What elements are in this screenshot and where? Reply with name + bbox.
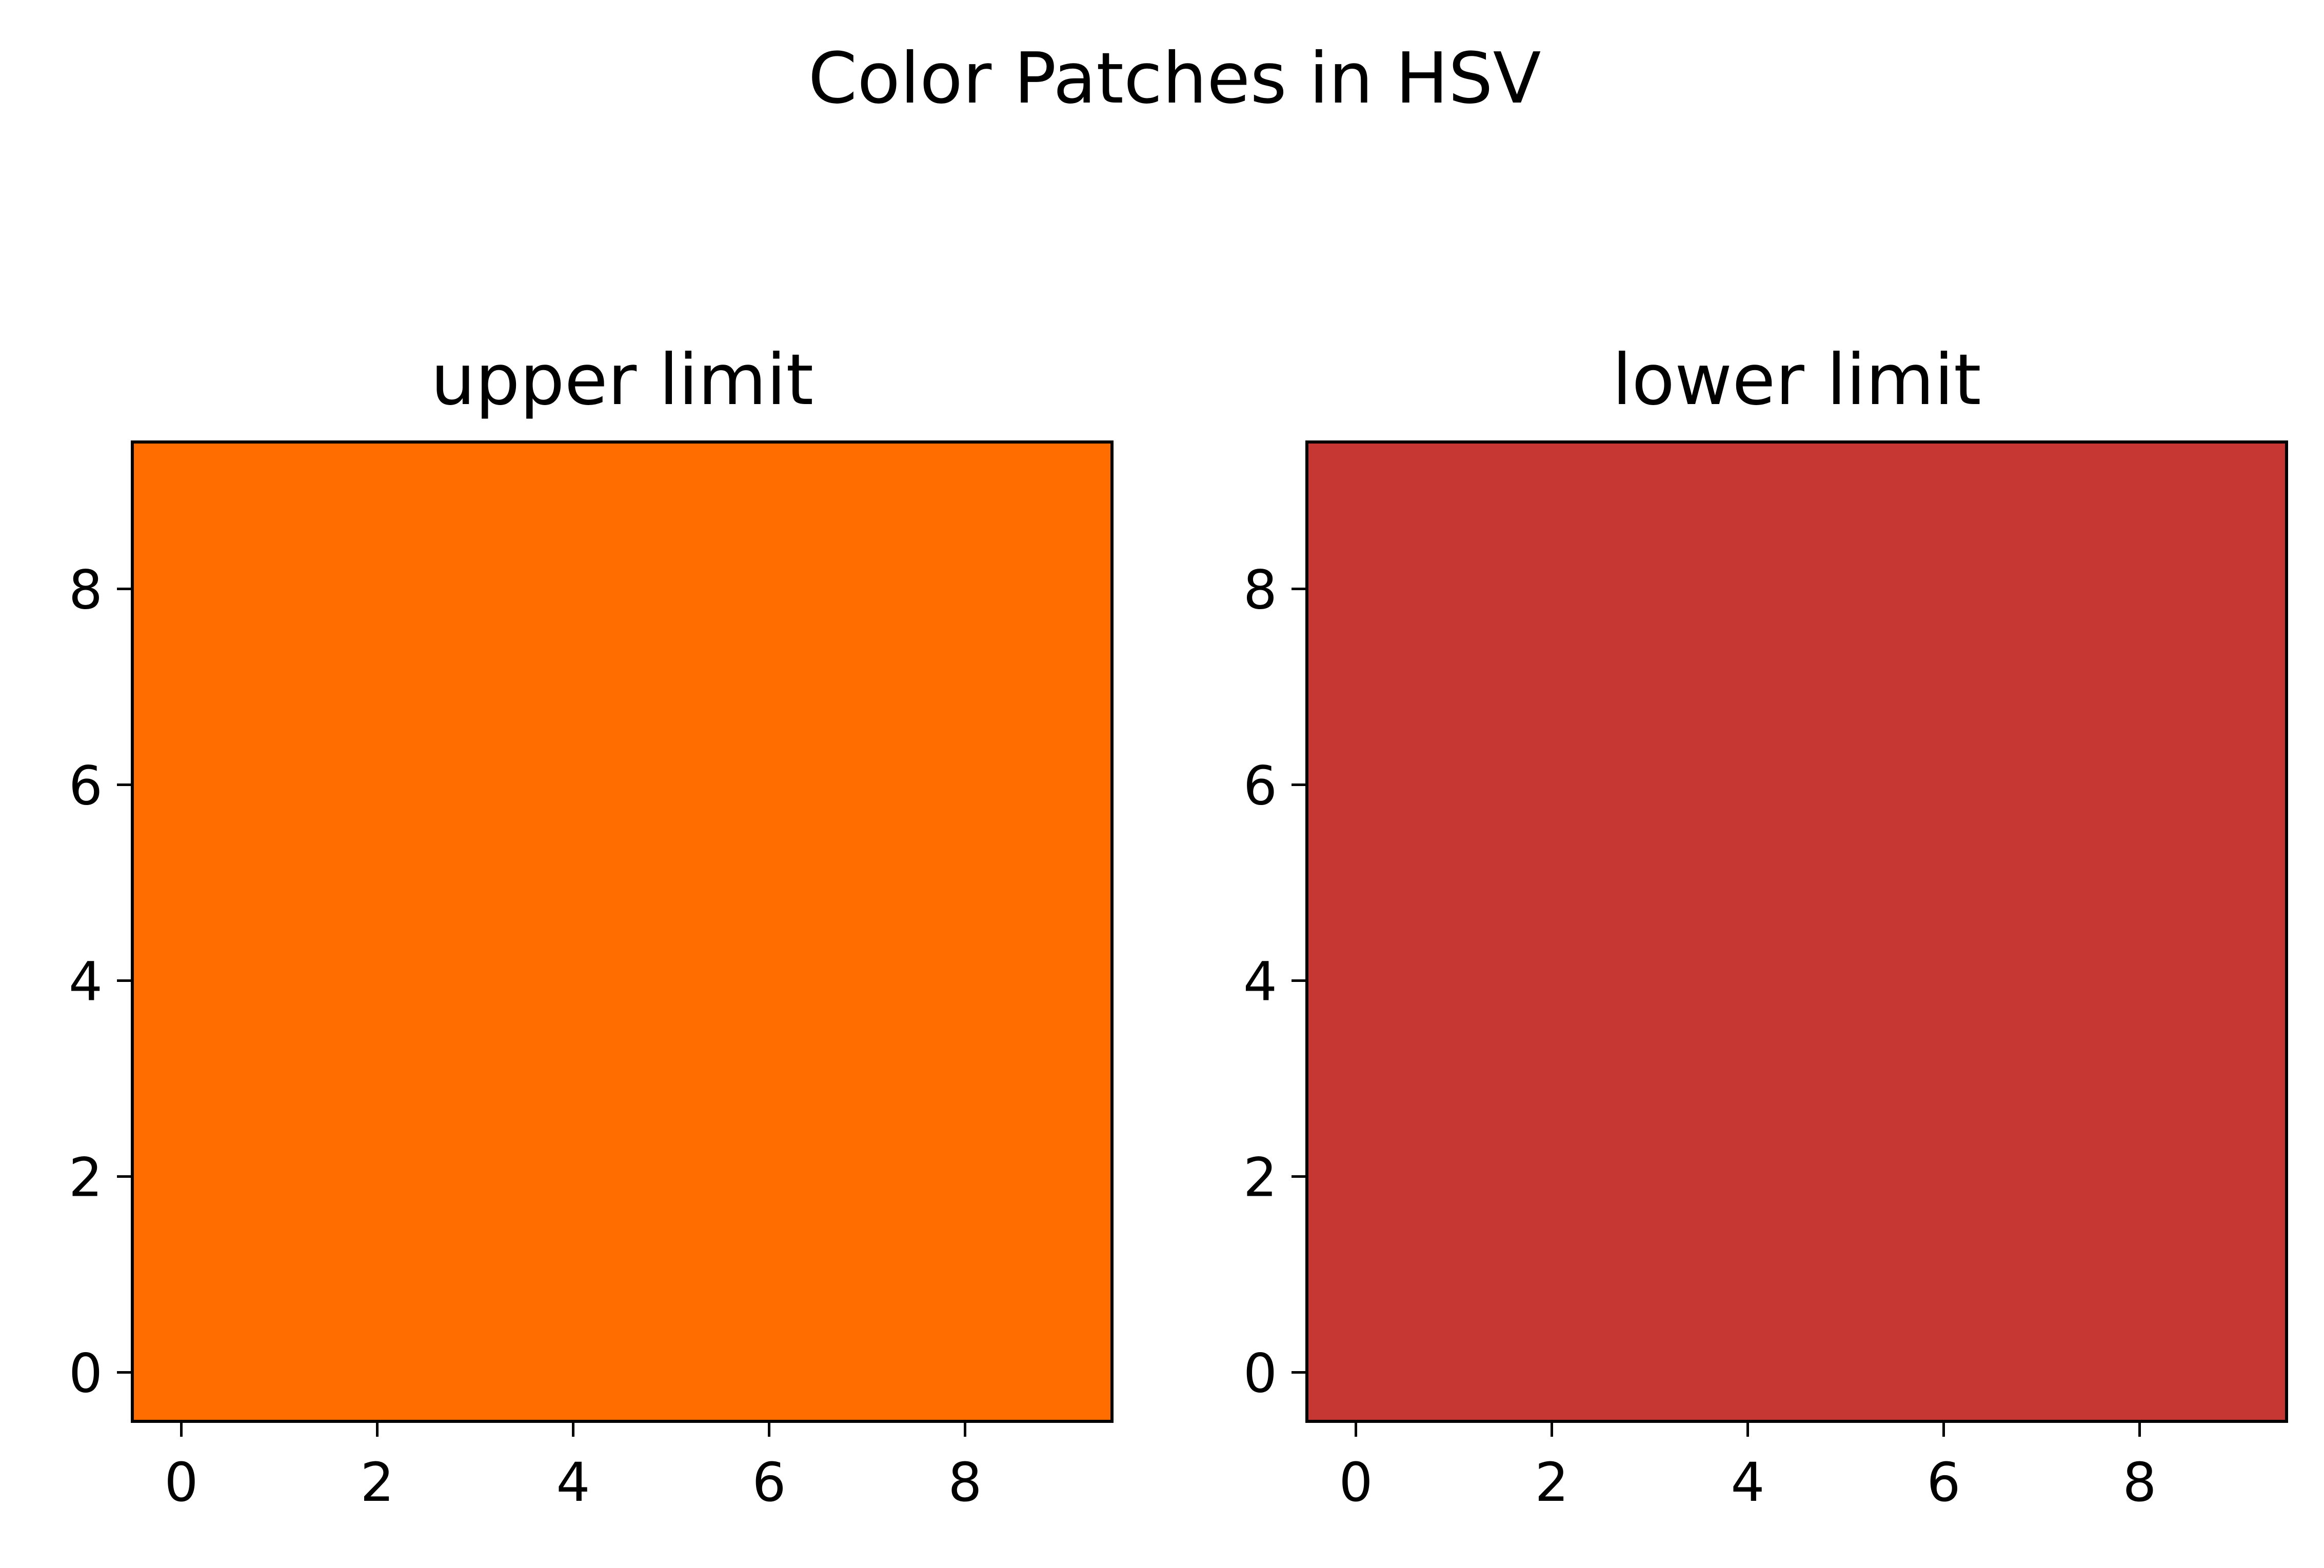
color-patch — [1307, 442, 2287, 1421]
y-tick-label: 0 — [1243, 1342, 1277, 1405]
x-tick-label: 4 — [1731, 1451, 1764, 1514]
y-tick-label: 6 — [69, 755, 103, 817]
x-tick-label: 8 — [948, 1451, 982, 1514]
x-tick-label: 2 — [360, 1451, 394, 1514]
y-tick-label: 2 — [1243, 1147, 1277, 1209]
figure-title: Color Patches in HSV — [808, 38, 1541, 119]
axes-frame — [1305, 440, 2288, 1423]
y-tick-label: 4 — [1243, 951, 1277, 1013]
lower-limit-panel: lower limit 0 2 4 6 8 0 2 4 6 8 — [1243, 339, 2288, 1514]
x-tick-label: 0 — [1339, 1451, 1373, 1514]
x-tick-label: 6 — [1926, 1451, 1960, 1514]
axes-frame — [131, 440, 1114, 1423]
upper-limit-panel: upper limit 0 2 4 6 8 0 2 4 6 8 — [69, 339, 1114, 1514]
color-patch — [132, 442, 1112, 1421]
x-tick-label: 8 — [2122, 1451, 2156, 1514]
y-tick-label: 2 — [69, 1147, 103, 1209]
y-tick-label: 4 — [69, 951, 103, 1013]
y-tick-label: 8 — [69, 559, 103, 621]
x-tick-label: 6 — [752, 1451, 786, 1514]
y-tick-label: 6 — [1243, 755, 1277, 817]
panel-title: lower limit — [1612, 339, 1981, 421]
panel-title: upper limit — [431, 339, 813, 421]
x-tick-label: 4 — [556, 1451, 590, 1514]
x-tick-label: 2 — [1535, 1451, 1568, 1514]
x-tick-label: 0 — [164, 1451, 198, 1514]
y-tick-label: 0 — [69, 1342, 103, 1405]
y-tick-label: 8 — [1243, 559, 1277, 621]
